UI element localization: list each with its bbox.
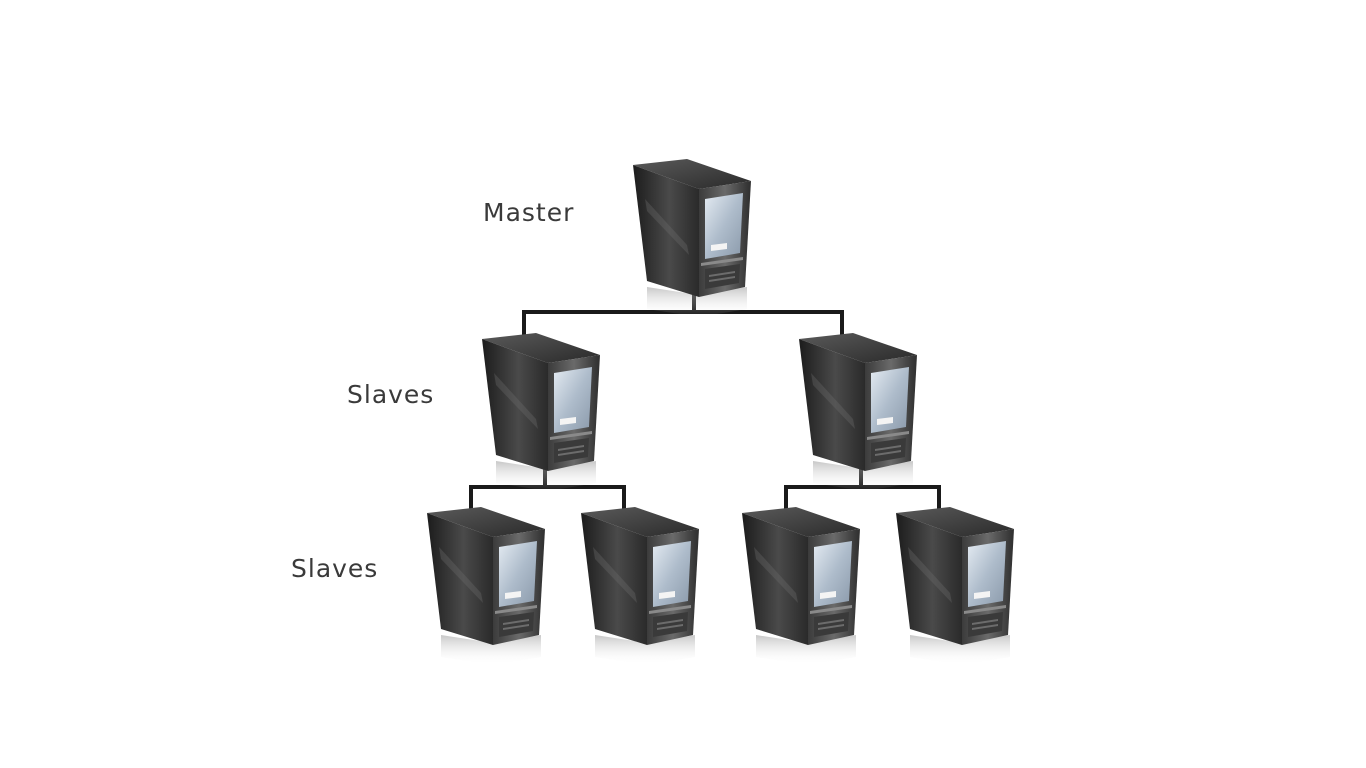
slaves-label-level-1: Slaves [347, 380, 435, 409]
slave-server-icon-1 [482, 333, 600, 491]
slave-server-icon-2 [799, 333, 917, 491]
master-server-icon [633, 159, 751, 317]
slave-server-icon-4 [581, 507, 699, 665]
slave-server-icon-3 [427, 507, 545, 665]
master-label: Master [483, 198, 575, 227]
slave-server-icon-5 [742, 507, 860, 665]
slave-server-icon-6 [896, 507, 1014, 665]
slaves-label-level-2: Slaves [291, 554, 379, 583]
